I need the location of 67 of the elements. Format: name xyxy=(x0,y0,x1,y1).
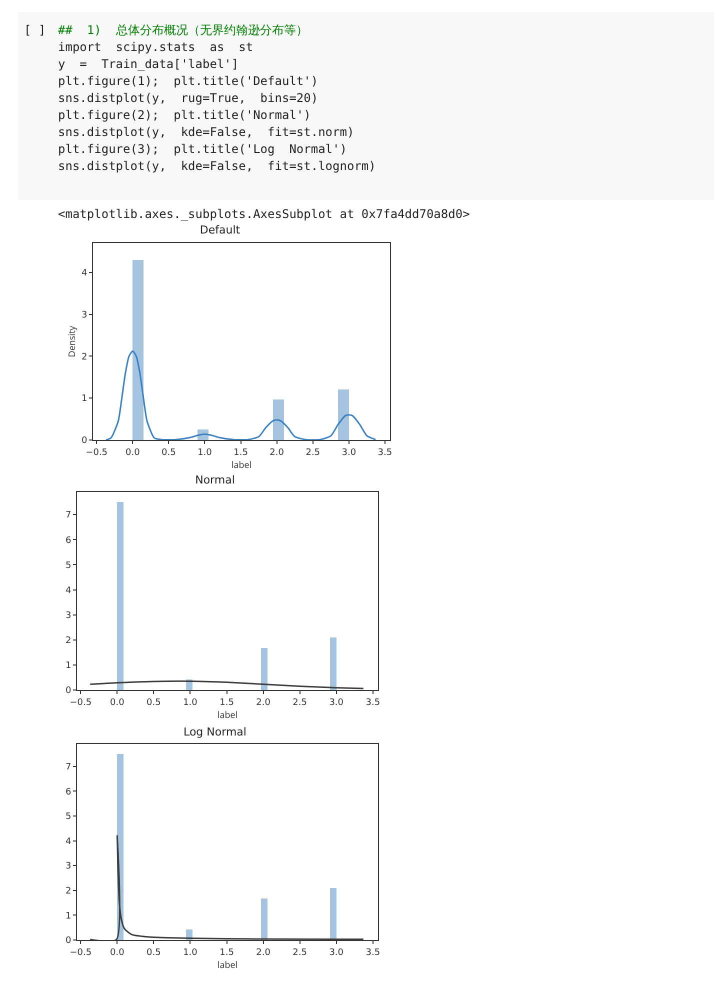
y-tick-label: 3 xyxy=(65,862,72,872)
y-tick-label: 1 xyxy=(81,394,88,404)
y-axis-title: Density xyxy=(64,325,78,358)
x-tick-label: −0.5 xyxy=(70,698,92,708)
chart-title: Default xyxy=(200,224,241,237)
y-tick-label: 2 xyxy=(65,886,72,897)
text: plt.figure(3); plt.title('Log Normal') xyxy=(58,142,347,156)
x-tick-label: 3.0 xyxy=(329,948,344,958)
x-tick-label: 0.0 xyxy=(110,698,125,708)
x-tick-label: 0.0 xyxy=(125,448,140,458)
x-tick-label: 1.0 xyxy=(183,948,198,958)
x-tick-label: 3.5 xyxy=(378,448,392,458)
y-tick-label: 0 xyxy=(65,686,72,696)
x-tick-label: 1.5 xyxy=(234,448,248,458)
x-tick-label: −0.5 xyxy=(86,448,108,458)
x-tick-label: 0.5 xyxy=(146,698,161,708)
chart-title: Log Normal xyxy=(184,726,246,739)
y-tick-label: 7 xyxy=(65,510,72,521)
x-tick-label: −0.5 xyxy=(70,948,92,958)
x-tick-label: 2.5 xyxy=(306,448,320,458)
y-tick-label: 7 xyxy=(65,762,72,772)
x-axis-title: label xyxy=(217,958,238,971)
y-tick-label: 6 xyxy=(65,787,72,798)
x-tick-label: 2.0 xyxy=(256,698,271,708)
x-tick-label: 2.5 xyxy=(292,948,307,958)
x-tick-label: 2.5 xyxy=(292,698,307,708)
y-tick-label: 4 xyxy=(81,268,88,278)
x-axis-title: label xyxy=(217,708,238,721)
text: plt.figure(2); plt.title('Normal') xyxy=(58,108,311,122)
x-tick-label: 1.0 xyxy=(183,698,198,708)
y-tick-label: 4 xyxy=(65,836,72,847)
x-tick-label: 1.0 xyxy=(198,448,212,458)
text: sns.distplot(y, kde=False, fit=st.norm) xyxy=(58,125,354,139)
text: plt.figure(1); plt.title('Default') xyxy=(58,74,318,88)
y-tick-label: 3 xyxy=(81,310,88,320)
text: ## 1) 总体分布概况（无界约翰逊分布等） xyxy=(58,23,308,37)
x-tick-label: 3.5 xyxy=(366,698,380,708)
x-tick-label: 1.5 xyxy=(220,698,234,708)
text: sns.distplot(y, rug=True, bins=20) xyxy=(58,91,318,105)
y-tick-label: 1 xyxy=(65,661,72,672)
y-tick-label: 4 xyxy=(65,586,72,596)
x-tick-label: 0.0 xyxy=(110,948,125,958)
y-tick-label: 5 xyxy=(65,812,72,822)
x-tick-label: 3.0 xyxy=(342,448,356,458)
text: <matplotlib.axes._subplots.AxesSubplot at 0x7fa4dd70a8d0> xyxy=(58,207,470,221)
y-tick-label: 3 xyxy=(65,610,72,621)
line-series xyxy=(105,350,376,440)
text: sns.distplot(y, kde=False, fit=st.lognorm) xyxy=(58,159,376,173)
x-axis-title: label xyxy=(231,458,252,471)
y-tick-label: 2 xyxy=(81,352,88,362)
x-tick-label: 0.5 xyxy=(146,948,161,958)
x-tick-label: 0.5 xyxy=(162,448,176,458)
chart-title: Normal xyxy=(195,474,235,487)
x-tick-label: 1.5 xyxy=(220,948,234,958)
y-tick-label: 2 xyxy=(65,636,72,646)
text: y = Train_data['label'] xyxy=(58,57,239,71)
y-tick-label: 6 xyxy=(65,536,72,546)
text: [ ] xyxy=(24,23,46,37)
y-tick-label: 0 xyxy=(65,936,72,946)
x-tick-label: 2.0 xyxy=(270,448,284,458)
y-tick-label: 5 xyxy=(65,560,72,571)
x-tick-label: 3.5 xyxy=(366,948,380,958)
x-tick-label: 2.0 xyxy=(256,948,271,958)
y-tick-label: 0 xyxy=(81,436,88,446)
x-tick-label: 3.0 xyxy=(329,698,344,708)
y-tick-label: 1 xyxy=(65,911,72,922)
text: import scipy.stats as st xyxy=(58,40,254,54)
